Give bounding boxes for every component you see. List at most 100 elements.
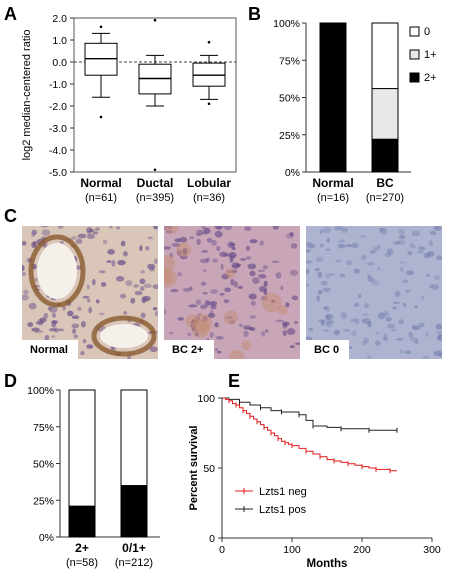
tissue-nucleus <box>139 245 143 252</box>
tissue-nucleus <box>94 227 100 232</box>
tissue-nucleus <box>408 331 413 338</box>
tissue-nucleus <box>194 330 198 337</box>
tissue-nucleus <box>226 270 236 273</box>
tissue-nucleus <box>247 263 257 270</box>
x-tick-label: 100 <box>283 544 301 556</box>
tissue-nucleus <box>216 226 222 230</box>
tissue-nucleus <box>214 322 219 328</box>
y-tick-label: 50% <box>279 93 300 105</box>
tissue-nucleus <box>433 226 442 231</box>
tissue-nucleus <box>199 258 209 264</box>
tissue-label-bc-0: BC 0 <box>306 340 350 359</box>
tissue-nucleus <box>377 312 386 320</box>
tissue-nucleus <box>426 251 435 257</box>
tissue-nucleus <box>154 258 158 265</box>
tissue-nucleus <box>134 291 143 296</box>
y-axis-label: log2 median-centered ratio <box>21 30 33 161</box>
tissue-nucleus <box>289 232 294 237</box>
tissue-nucleus <box>262 265 268 270</box>
tissue-nucleus <box>164 226 168 230</box>
tissue-nucleus <box>229 255 236 260</box>
tissue-nucleus <box>190 319 198 325</box>
tissue-nucleus <box>51 320 59 325</box>
tissue-nucleus <box>77 306 82 311</box>
tissue-nucleus <box>35 321 44 325</box>
tissue-nucleus <box>177 272 183 277</box>
tissue-nucleus <box>400 266 404 273</box>
tissue-nucleus <box>240 258 247 261</box>
bar-segment <box>120 389 148 487</box>
legend-label: 0 <box>424 26 430 38</box>
tissue-nucleus <box>51 312 56 318</box>
outlier-point <box>207 40 211 44</box>
tissue-nucleus <box>395 338 404 341</box>
tissue-nucleus <box>210 289 218 294</box>
chart-e-survival-curve: 100 50 00 100 200 300 Months Percent survival Lz… <box>188 393 441 570</box>
tissue-nucleus <box>376 244 381 250</box>
tissue-nucleus <box>343 328 351 332</box>
tissue-nucleus <box>285 233 294 239</box>
tissue-nucleus <box>286 328 296 335</box>
tissue-nucleus <box>399 349 405 354</box>
tissue-nucleus <box>224 287 231 293</box>
tissue-nucleus <box>250 300 256 306</box>
stained-cell <box>185 314 199 328</box>
tissue-nucleus <box>43 312 49 319</box>
tissue-nucleus <box>409 337 419 343</box>
tissue-nucleus <box>125 280 133 286</box>
tissue-nucleus <box>358 235 367 239</box>
tissue-nucleus <box>152 307 158 311</box>
tissue-nucleus <box>387 323 396 329</box>
stained-cell <box>241 340 252 351</box>
plot-frame <box>73 17 237 173</box>
tissue-nucleus <box>27 322 34 328</box>
stained-cell <box>164 269 173 284</box>
stained-cell <box>225 268 236 279</box>
tissue-nucleus <box>215 335 224 340</box>
tissue-nucleus <box>219 292 225 296</box>
tissue-nucleus <box>169 331 174 335</box>
tissue-nucleus <box>263 280 268 287</box>
tissue-nucleus <box>211 240 217 246</box>
tissue-nucleus <box>306 248 311 253</box>
tissue-nucleus <box>289 269 299 276</box>
tissue-nucleus <box>36 318 44 326</box>
tissue-nucleus <box>322 227 332 234</box>
tissue-nucleus <box>82 338 87 344</box>
tissue-nucleus <box>425 332 429 338</box>
x-axis-label: Months <box>307 558 348 570</box>
y-tick-label: 25% <box>33 495 54 507</box>
bar-segment <box>371 22 399 90</box>
stained-cell <box>228 349 245 359</box>
tissue-nucleus <box>351 242 359 248</box>
outlier-point <box>153 168 157 172</box>
tissue-nucleus <box>164 246 172 250</box>
tissue-nucleus <box>152 284 158 290</box>
tissue-nucleus <box>362 313 369 316</box>
tissue-nucleus <box>86 233 96 239</box>
tissue-nucleus <box>210 300 218 307</box>
tissue-nucleus <box>436 330 442 336</box>
tissue-nucleus <box>147 236 153 240</box>
tissue-nucleus <box>345 244 353 248</box>
tissue-nucleus <box>102 239 108 245</box>
tissue-nucleus <box>73 334 78 339</box>
tissue-nucleus <box>383 310 390 317</box>
tissue-nucleus <box>392 306 397 310</box>
tissue-nucleus <box>140 286 145 292</box>
y-tick-label: -3.0 <box>49 123 67 135</box>
tissue-texture <box>164 226 300 359</box>
tissue-nucleus <box>325 272 331 279</box>
box-ductal <box>138 18 172 172</box>
y-tick-label: 0% <box>39 532 54 544</box>
tissue-nucleus <box>117 260 126 266</box>
tissue-nucleus <box>259 240 264 246</box>
tissue-nucleus <box>206 237 213 243</box>
tissue-nucleus <box>91 278 96 286</box>
tissue-nucleus <box>189 236 194 240</box>
y-tick-label: -4.0 <box>49 145 67 157</box>
tissue-nucleus <box>338 239 345 243</box>
tissue-nucleus <box>316 295 320 302</box>
tissue-nucleus <box>34 277 39 282</box>
x-sample-size: (n=395) <box>136 192 174 204</box>
